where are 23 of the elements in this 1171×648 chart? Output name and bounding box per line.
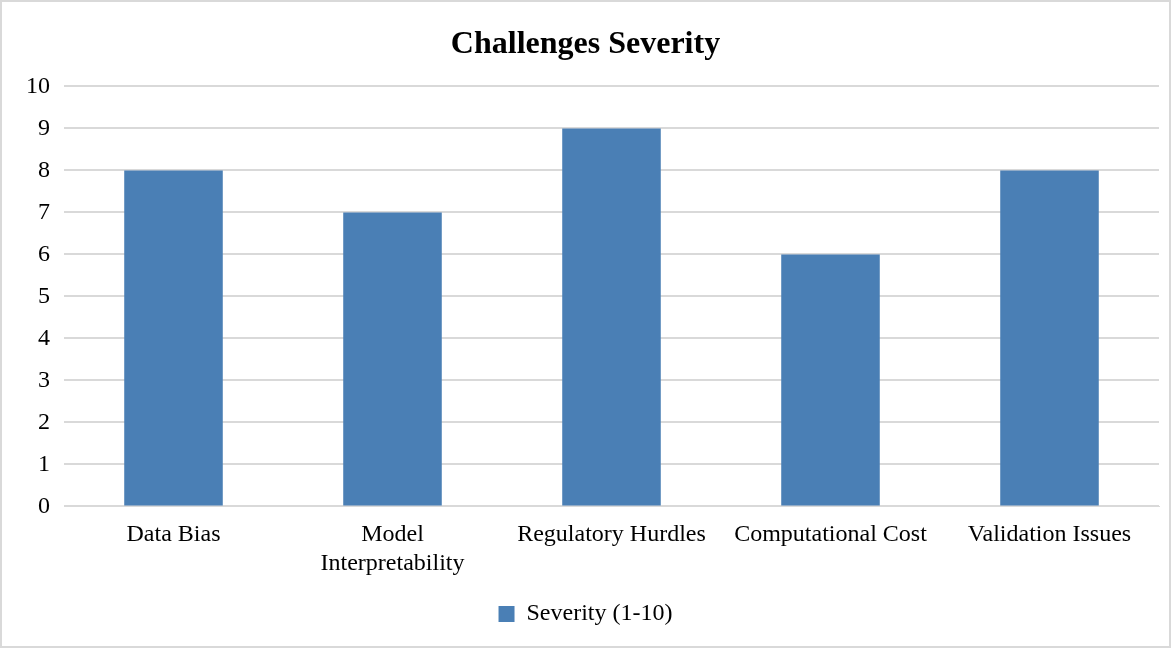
x-tick-label: Regulatory Hurdles [517,520,706,547]
bar [562,128,661,506]
y-tick-label: 1 [38,449,50,476]
bar [124,170,223,506]
x-tick-label: Model Interpretability [320,520,465,575]
y-tick-label: 0 [38,491,50,518]
bar [781,254,880,506]
x-tick-label: Data Bias [126,520,221,547]
y-tick-label: 2 [38,407,50,434]
legend-label: Severity (1-10) [526,599,673,626]
y-tick-label: 8 [38,155,50,182]
y-tick-label: 5 [38,281,50,308]
y-tick-label: 9 [38,113,50,140]
y-tick-label: 3 [38,365,50,392]
y-tick-label: 6 [38,239,50,266]
x-tick-label: Validation Issues [967,520,1132,547]
y-tick-label: 4 [38,323,50,350]
y-tick-label: 7 [38,197,50,224]
chart-title: Challenges Severity [450,24,721,61]
bar [343,212,442,506]
x-tick-label: Computational Cost [734,520,928,547]
bar [1000,170,1099,506]
y-tick-label: 10 [26,71,50,98]
